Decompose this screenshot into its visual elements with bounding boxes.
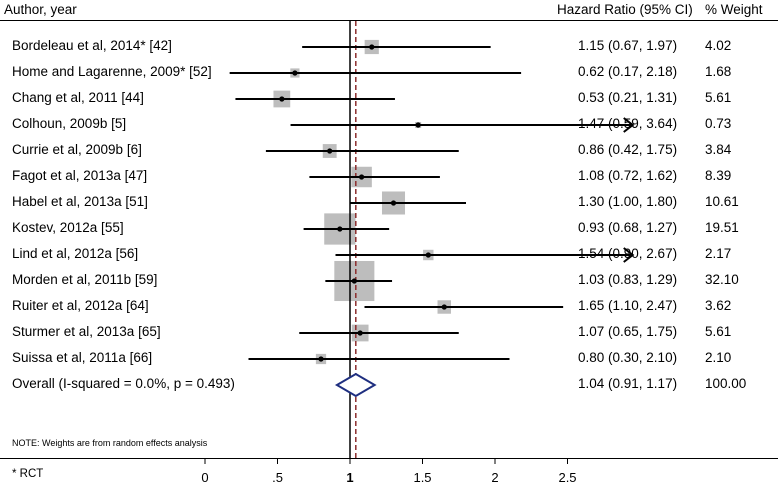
study-hr-ci: 0.80 (0.30, 2.10) bbox=[578, 350, 678, 365]
study-weight: 4.02 bbox=[705, 38, 732, 53]
x-ticks-layer bbox=[204, 458, 568, 464]
x-tick-label: 2 bbox=[491, 470, 499, 485]
study-weight: 8.39 bbox=[705, 168, 732, 183]
study-label: Kostev, 2012a [55] bbox=[12, 220, 124, 235]
study-hr-ci: 1.07 (0.65, 1.75) bbox=[578, 324, 678, 339]
study-hr-ci: 1.15 (0.67, 1.97) bbox=[578, 38, 678, 53]
x-tick-label: 1 bbox=[346, 470, 354, 485]
study-weight: 3.62 bbox=[705, 298, 732, 313]
point-estimate bbox=[357, 330, 363, 336]
overall-label: Overall (I-squared = 0.0%, p = 0.493) bbox=[12, 376, 235, 391]
x-tick-label: 2.5 bbox=[558, 470, 577, 485]
study-hr-ci: 1.54 (0.90, 2.67) bbox=[578, 246, 678, 261]
study-hr-ci: 1.65 (1.10, 2.47) bbox=[578, 298, 678, 313]
point-estimate bbox=[425, 252, 431, 258]
point-estimate bbox=[327, 148, 333, 154]
point-estimate bbox=[369, 44, 375, 50]
overall-diamond bbox=[334, 372, 377, 398]
ci-arrow bbox=[623, 117, 635, 133]
study-weight: 3.84 bbox=[705, 142, 732, 157]
study-weight: 10.61 bbox=[705, 194, 739, 209]
point-estimate bbox=[318, 356, 324, 362]
study-hr-ci: 0.86 (0.42, 1.75) bbox=[578, 142, 678, 157]
weights-note: NOTE: Weights are from random effects an… bbox=[12, 438, 208, 448]
header-weight: % Weight bbox=[705, 2, 763, 17]
overall-diamond-layer bbox=[334, 372, 377, 398]
header-author: Author, year bbox=[4, 2, 77, 17]
study-hr-ci: 1.47 (0.59, 3.64) bbox=[578, 116, 678, 131]
point-estimate bbox=[279, 96, 285, 102]
study-hr-ci: 0.53 (0.21, 1.31) bbox=[578, 90, 678, 105]
study-label: Ruiter et al, 2012a [64] bbox=[12, 298, 149, 313]
ci-arrow bbox=[623, 247, 635, 263]
ci-lines-layer bbox=[229, 46, 635, 360]
point-estimate bbox=[441, 304, 447, 310]
study-weight: 32.10 bbox=[705, 272, 739, 287]
study-label: Lind et al, 2012a [56] bbox=[12, 246, 139, 261]
study-label: Bordeleau et al, 2014* [42] bbox=[12, 38, 172, 53]
point-estimate bbox=[390, 200, 397, 206]
study-weight: 2.17 bbox=[705, 246, 732, 261]
point-estimate bbox=[359, 174, 365, 180]
study-label: Currie et al, 2009b [6] bbox=[12, 142, 142, 157]
study-label: Chang et al, 2011 [44] bbox=[12, 90, 144, 105]
study-weight: 2.10 bbox=[705, 350, 732, 365]
study-weight: 1.68 bbox=[705, 64, 732, 79]
overall-hr-ci: 1.04 (0.91, 1.17) bbox=[578, 376, 678, 391]
point-estimate bbox=[337, 226, 343, 232]
study-label: Habel et al, 2013a [51] bbox=[12, 194, 148, 209]
x-tick-label: .5 bbox=[272, 470, 283, 485]
study-weight: 5.61 bbox=[705, 324, 732, 339]
header-hazard-ratio: Hazard Ratio (95% CI) bbox=[557, 2, 693, 17]
study-hr-ci: 1.03 (0.83, 1.29) bbox=[578, 272, 678, 287]
study-weight: 19.51 bbox=[705, 220, 739, 235]
study-hr-ci: 1.08 (0.72, 1.62) bbox=[578, 168, 678, 183]
study-label: Home and Lagarenne, 2009* [52] bbox=[12, 64, 212, 79]
study-weight: 0.73 bbox=[705, 116, 732, 131]
point-estimate bbox=[292, 70, 298, 76]
point-estimate bbox=[415, 122, 421, 128]
study-hr-ci: 0.93 (0.68, 1.27) bbox=[578, 220, 678, 235]
study-label: Sturmer et al, 2013a [65] bbox=[12, 324, 161, 339]
study-label: Colhoun, 2009b [5] bbox=[12, 116, 127, 131]
point-estimate bbox=[351, 278, 357, 284]
study-hr-ci: 1.30 (1.00, 1.80) bbox=[578, 194, 678, 209]
study-label: Fagot et al, 2013a [47] bbox=[12, 168, 148, 183]
x-tick-label: 0 bbox=[201, 470, 209, 485]
rct-footnote: * RCT bbox=[12, 468, 44, 480]
study-hr-ci: 0.62 (0.17, 2.18) bbox=[578, 64, 678, 79]
study-label: Morden et al, 2011b [59] bbox=[12, 272, 158, 287]
study-label: Suissa et al, 2011a [66] bbox=[12, 350, 153, 365]
study-weight: 5.61 bbox=[705, 90, 732, 105]
point-estimates-layer bbox=[279, 44, 447, 362]
overall-weight: 100.00 bbox=[705, 376, 747, 391]
x-tick-label: 1.5 bbox=[413, 470, 432, 485]
